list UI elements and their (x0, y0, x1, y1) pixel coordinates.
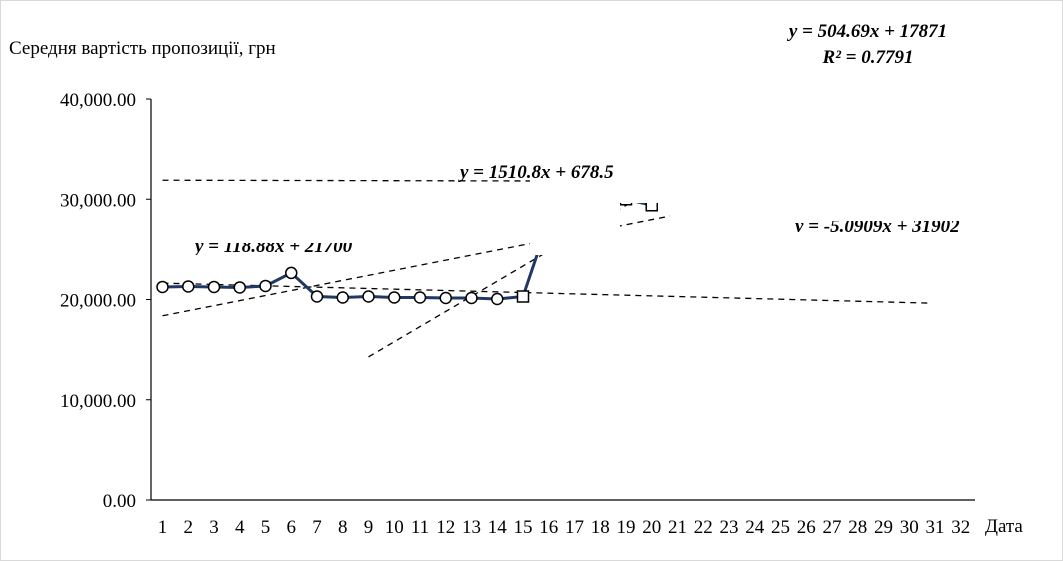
x-tick-label: 3 (209, 517, 219, 538)
x-tick-label: 11 (411, 517, 429, 538)
trendline (162, 282, 936, 304)
x-tick-label: 22 (694, 517, 713, 538)
overlay-mask (670, 62, 860, 232)
overlay-mask (590, 60, 670, 104)
x-tick-label: 17 (565, 517, 584, 538)
x-tick-label: 10 (385, 517, 404, 538)
x-tick-label: 2 (184, 517, 194, 538)
overlay-masks (530, 60, 1055, 312)
x-tick-label: 29 (874, 517, 893, 538)
x-tick-label: 14 (488, 517, 508, 538)
y-tick-label: 10,000.00 (60, 391, 136, 412)
x-tick-label: 25 (771, 517, 790, 538)
x-tick-label: 31 (926, 517, 945, 538)
data-point-circle (388, 291, 401, 304)
x-tick-label: 24 (745, 517, 765, 538)
data-point-circle (491, 292, 504, 306)
data-point-circle (182, 280, 195, 293)
x-tick-label: 7 (312, 517, 322, 538)
data-point-circle (259, 279, 272, 293)
x-tick-label: 15 (514, 517, 533, 538)
data-point-circle (413, 291, 427, 304)
y-axis-title: Середня вартість пропозиції, грн (9, 38, 276, 59)
x-tick-label: 28 (848, 517, 867, 538)
data-point-circle (362, 290, 375, 303)
x-axis-title: Дата (985, 516, 1023, 537)
x-tick-label: 9 (364, 517, 374, 538)
x-tick-label: 13 (462, 517, 481, 538)
x-tick-label: 18 (591, 517, 610, 538)
trendline (162, 158, 961, 317)
data-point-circle (439, 291, 452, 305)
x-tick-label: 6 (287, 517, 297, 538)
r-squared-label: R² = 0.7791 (822, 47, 914, 68)
data-markers (156, 193, 658, 306)
x-tick-label: 21 (668, 517, 687, 538)
y-tick-label: 0.00 (103, 491, 136, 512)
x-tick-label: 1 (158, 517, 168, 538)
y-tick-label: 30,000.00 (60, 190, 136, 211)
data-point-circle (207, 280, 221, 294)
x-tick-label: 26 (797, 517, 816, 538)
trend-equation-label: y = -5.0909x + 31902 (793, 216, 960, 237)
axes (146, 98, 975, 501)
x-tick-label: 20 (642, 517, 661, 538)
data-point-circle (156, 280, 169, 294)
trend-equation-label: y = 1510.8x + 678.5 (458, 162, 614, 183)
trend-equation-label: y = 118.88x + 21700 (193, 236, 353, 257)
overlay-mask (930, 232, 1055, 312)
x-tick-label: 23 (720, 517, 739, 538)
x-tick-label: 12 (436, 517, 455, 538)
data-point-square (516, 290, 530, 303)
data-point-circle (285, 266, 298, 280)
data-point-circle (310, 290, 324, 303)
data-point-circle (465, 291, 478, 305)
x-tick-label: 5 (261, 517, 271, 538)
data-point-circle (233, 281, 246, 294)
y-tick-label: 20,000.00 (60, 291, 136, 312)
x-tick-label: 32 (951, 517, 970, 538)
trend-equation-label: y = 504.69x + 17871 (787, 21, 947, 42)
x-tick-label: 8 (338, 517, 348, 538)
x-tick-label: 19 (617, 517, 636, 538)
labels: 0.00 10,000.00 20,000.00 30,000.00 40,000.00… (9, 21, 1023, 538)
x-tick-label: 30 (900, 517, 919, 538)
x-tick-label: 4 (235, 517, 245, 538)
x-tick-label: 27 (823, 517, 842, 538)
overlay-mask (860, 62, 980, 222)
data-point-circle (336, 291, 349, 304)
x-tick-label: 16 (539, 517, 558, 538)
y-tick-label: 40,000.00 (60, 90, 136, 111)
